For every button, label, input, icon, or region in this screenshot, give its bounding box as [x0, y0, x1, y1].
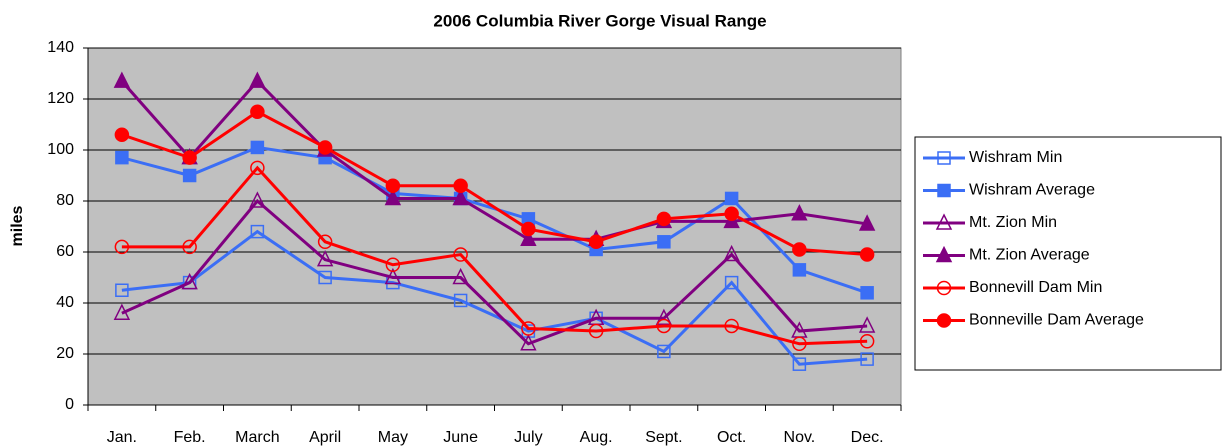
marker — [859, 247, 875, 262]
x-tick-label: Feb. — [174, 429, 206, 446]
marker — [588, 323, 604, 339]
x-tick-label: June — [443, 429, 478, 446]
marker — [792, 242, 807, 257]
series-line — [121, 198, 868, 346]
marker — [860, 286, 874, 300]
plot-area — [87, 47, 902, 406]
marker — [453, 247, 468, 262]
marker — [520, 334, 537, 351]
marker — [858, 316, 876, 333]
marker — [724, 191, 739, 206]
marker — [936, 313, 952, 328]
marker — [250, 140, 265, 155]
y-tick-label: 0 — [65, 396, 74, 413]
legend-label: Mt. Zion Average — [969, 247, 1090, 264]
marker — [521, 221, 536, 237]
x-tick-label: Aug. — [580, 429, 613, 446]
y-tick-label: 120 — [47, 90, 74, 107]
marker — [657, 344, 671, 359]
marker — [113, 71, 131, 88]
series — [114, 104, 875, 262]
y-tick-label: 140 — [47, 39, 74, 56]
series-line — [121, 165, 868, 346]
marker — [521, 321, 536, 336]
marker — [935, 213, 953, 230]
marker — [791, 204, 808, 221]
marker — [792, 357, 807, 371]
marker — [317, 140, 333, 155]
marker — [250, 160, 265, 176]
marker — [385, 257, 401, 272]
marker — [250, 104, 265, 119]
marker — [792, 263, 807, 277]
legend-label: Bonnevill Dam Min — [969, 279, 1102, 296]
x-tick-label: May — [378, 429, 408, 446]
marker — [385, 178, 401, 193]
legend-box — [914, 136, 1222, 371]
marker — [249, 71, 266, 88]
marker — [858, 214, 876, 231]
marker — [115, 283, 129, 297]
marker — [935, 245, 953, 263]
marker — [724, 318, 739, 334]
series — [114, 160, 875, 352]
marker — [115, 150, 129, 165]
x-tick-label: Jan. — [107, 429, 137, 446]
marker — [452, 188, 469, 206]
marker — [588, 234, 604, 250]
marker — [114, 127, 130, 142]
marker — [657, 235, 671, 249]
x-tick-label: Nov. — [784, 429, 816, 446]
marker — [937, 151, 951, 165]
marker — [937, 183, 951, 198]
marker — [453, 293, 468, 308]
marker — [114, 239, 130, 255]
x-tick-label: Oct. — [717, 429, 746, 446]
y-tick-label: 80 — [56, 192, 74, 209]
x-tick-label: Sept. — [645, 429, 682, 446]
marker — [860, 352, 874, 366]
y-tick-label: 40 — [56, 294, 74, 311]
marker — [724, 206, 739, 221]
marker — [724, 275, 739, 290]
marker — [317, 234, 333, 250]
series-line — [121, 229, 868, 366]
marker — [384, 267, 402, 285]
x-tick-label: April — [309, 429, 341, 446]
legend-label: Bonneville Dam Average — [969, 312, 1144, 329]
legend-label: Mt. Zion Min — [969, 214, 1057, 231]
marker — [656, 318, 672, 334]
marker — [723, 244, 740, 262]
marker — [655, 308, 673, 326]
marker — [318, 270, 332, 285]
marker — [859, 334, 875, 349]
legend-label: Wishram Average — [969, 182, 1095, 199]
marker — [452, 267, 469, 285]
marker — [182, 150, 197, 165]
x-tick-label: March — [235, 429, 279, 446]
y-tick-label: 60 — [56, 243, 74, 260]
marker — [182, 239, 197, 255]
legend-label: Wishram Min — [969, 149, 1062, 166]
x-tick-label: Dec. — [851, 429, 884, 446]
marker — [384, 188, 402, 206]
y-tick-label: 100 — [47, 141, 74, 158]
marker — [181, 272, 198, 290]
series-line — [121, 110, 868, 257]
marker — [182, 168, 197, 183]
marker — [113, 303, 131, 320]
marker — [520, 229, 537, 246]
marker — [316, 249, 334, 267]
marker — [249, 191, 266, 208]
marker — [250, 224, 265, 239]
x-tick-label: July — [514, 429, 542, 446]
marker — [453, 178, 468, 193]
marker — [792, 336, 807, 352]
chart-title: 2006 Columbia River Gorge Visual Range — [433, 11, 766, 30]
marker — [656, 211, 672, 227]
y-axis-label: miles — [9, 205, 26, 246]
marker — [936, 280, 952, 296]
y-tick-label: 20 — [56, 345, 74, 362]
